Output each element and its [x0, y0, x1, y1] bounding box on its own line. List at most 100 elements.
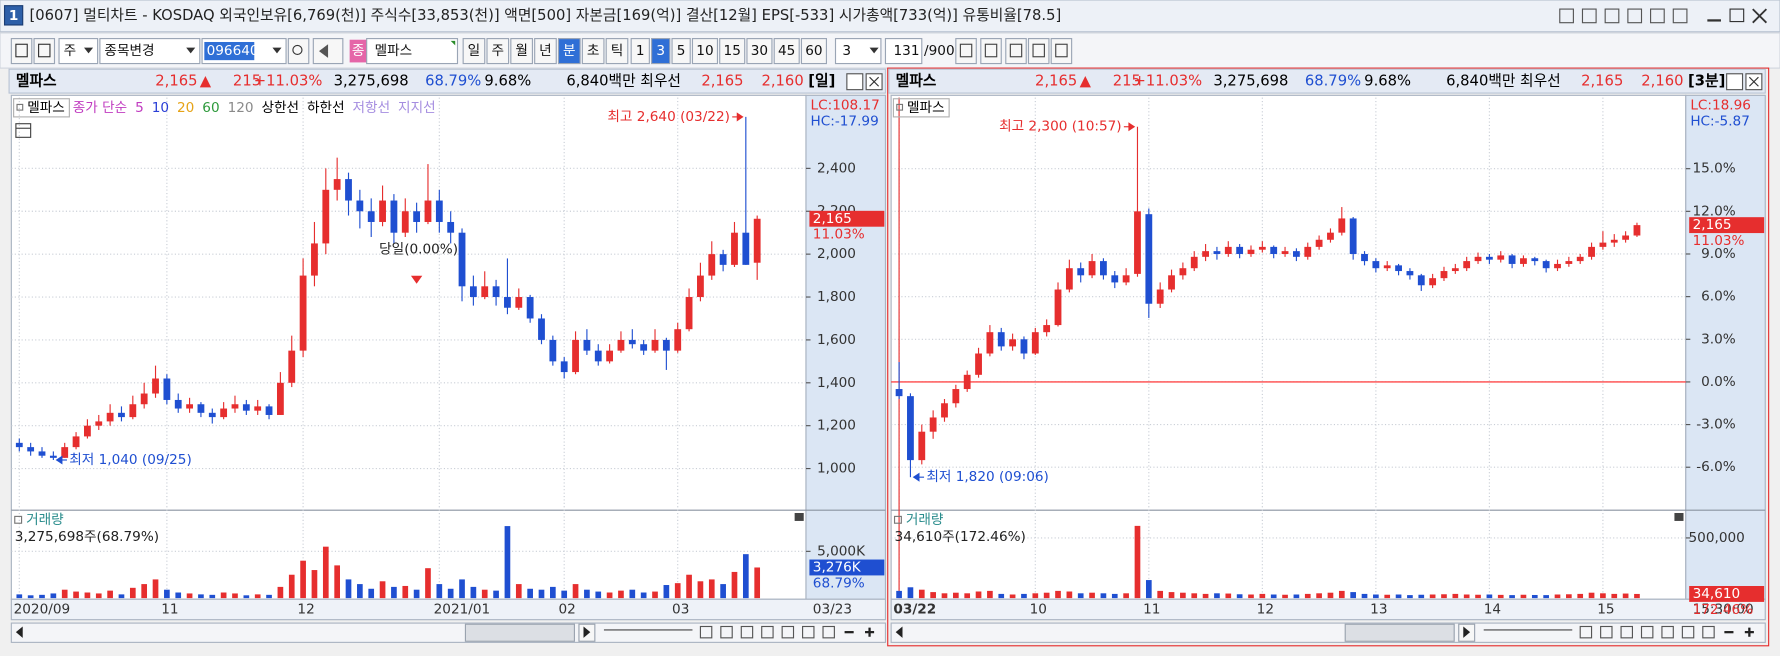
- tool-icon[interactable]: [720, 625, 733, 639]
- stock-change-select[interactable]: [99, 38, 201, 65]
- scroll-right[interactable]: [583, 626, 591, 638]
- maximize-button[interactable]: [1729, 8, 1745, 23]
- period-label[interactable]: 분: [563, 43, 576, 59]
- period-button[interactable]: [581, 38, 605, 65]
- zoom-in[interactable]: [865, 627, 875, 637]
- tool-icon[interactable]: [699, 625, 713, 639]
- interval-label[interactable]: 10: [696, 43, 713, 59]
- scroll-left[interactable]: [895, 626, 903, 638]
- period-label[interactable]: 틱: [611, 43, 624, 59]
- tool-icon[interactable]: [1681, 625, 1695, 639]
- interval-label[interactable]: 60: [805, 43, 822, 59]
- window-tool-button[interactable]: [1650, 8, 1665, 24]
- interval-button[interactable]: [746, 38, 773, 65]
- tool-icon[interactable]: [822, 625, 835, 639]
- chart-tool-button[interactable]: [980, 38, 1002, 65]
- interval-button[interactable]: [671, 38, 691, 65]
- tool-icon[interactable]: [1579, 625, 1593, 639]
- interval-label[interactable]: 3: [656, 43, 665, 59]
- legend-item[interactable]: 상한선: [262, 100, 300, 116]
- interval-label[interactable]: 30: [751, 43, 768, 59]
- tool-icon[interactable]: [740, 625, 754, 639]
- period-button[interactable]: [534, 38, 557, 65]
- count-input[interactable]: [884, 38, 923, 65]
- tool-icon[interactable]: [1640, 625, 1654, 639]
- interval-label[interactable]: 15: [724, 43, 741, 59]
- scroll-left[interactable]: [15, 626, 23, 638]
- window-tool-button[interactable]: [1672, 8, 1688, 24]
- dropdown-arrow[interactable]: [84, 47, 94, 54]
- legend-item[interactable]: 저항선: [353, 100, 391, 116]
- chart-tool-button[interactable]: [955, 38, 977, 65]
- tool-icon[interactable]: [781, 625, 795, 639]
- candle-body: [504, 297, 511, 308]
- period-button[interactable]: [510, 38, 533, 65]
- legend-item[interactable]: 지지선: [398, 100, 436, 116]
- period-button[interactable]: [462, 38, 486, 65]
- panel-maximize-button[interactable]: [1726, 73, 1744, 91]
- period-label[interactable]: 초: [587, 43, 600, 59]
- close-button[interactable]: [1752, 8, 1768, 24]
- period-button[interactable]: [605, 38, 629, 65]
- candle-body: [1111, 275, 1119, 283]
- tool-button[interactable]: [33, 38, 56, 65]
- tool-icon[interactable]: [1620, 625, 1633, 639]
- interval-button[interactable]: [800, 38, 827, 65]
- legend-item[interactable]: 멜파스: [907, 100, 945, 116]
- legend-item[interactable]: 10: [152, 100, 169, 116]
- tool-icon[interactable]: [1661, 625, 1674, 639]
- scroll-right[interactable]: [1463, 626, 1471, 638]
- price-tag: [1689, 217, 1765, 234]
- code[interactable]: 096640: [207, 43, 259, 59]
- count[interactable]: 131: [894, 43, 920, 59]
- legend-item[interactable]: 종가 단순: [73, 100, 127, 116]
- tool-icon[interactable]: [761, 625, 774, 639]
- interval-button[interactable]: [630, 38, 650, 65]
- interval-button[interactable]: [691, 38, 719, 65]
- interval-button[interactable]: [773, 38, 800, 65]
- interval-label[interactable]: 45: [778, 43, 795, 59]
- low-arrowhead: [55, 455, 63, 465]
- dropdown-arrow[interactable]: [869, 47, 879, 54]
- chart-tool-button[interactable]: [1027, 38, 1050, 65]
- tool-icon[interactable]: [1702, 625, 1715, 639]
- period-button[interactable]: [486, 38, 510, 65]
- name: 멜파스: [375, 43, 413, 59]
- window-tool-button[interactable]: [1604, 8, 1620, 24]
- search-button[interactable]: [287, 38, 310, 65]
- interval-label[interactable]: 5: [677, 43, 686, 59]
- volume-bar: [1600, 593, 1606, 599]
- zoom-in[interactable]: [1744, 627, 1754, 637]
- scroll-thumb[interactable]: [1344, 623, 1455, 642]
- period-label[interactable]: 년: [539, 43, 552, 59]
- dropdown-arrow[interactable]: [272, 47, 282, 54]
- legend-item[interactable]: 5: [135, 100, 144, 116]
- legend-item[interactable]: 하한선: [307, 100, 345, 116]
- interval-button[interactable]: [651, 38, 671, 65]
- period-label[interactable]: 월: [515, 43, 528, 59]
- tool-button[interactable]: [10, 38, 33, 65]
- panel-maximize-button[interactable]: [846, 73, 864, 91]
- legend-item[interactable]: 멜파스: [27, 100, 65, 116]
- dropdown-arrow[interactable]: [186, 47, 196, 54]
- period-label[interactable]: 주: [492, 43, 505, 59]
- interval-button[interactable]: [719, 38, 746, 65]
- window-tool-button[interactable]: [1581, 8, 1597, 24]
- stock-type-select[interactable]: [58, 38, 99, 65]
- window-tool-button[interactable]: [1627, 8, 1643, 24]
- period-button[interactable]: [557, 38, 581, 65]
- name-input[interactable]: [366, 38, 459, 65]
- volume-bar: [1157, 590, 1164, 599]
- legend-item[interactable]: 20: [177, 100, 194, 116]
- tool-icon[interactable]: [1600, 625, 1613, 639]
- legend-item[interactable]: 60: [202, 100, 219, 116]
- chart-tool-button[interactable]: [1050, 38, 1073, 65]
- tool-icon[interactable]: [802, 625, 815, 639]
- scroll-thumb[interactable]: [464, 623, 575, 642]
- day-annotation: 당일(0.00%): [379, 242, 458, 258]
- window-tool-button[interactable]: [1559, 8, 1574, 24]
- legend-item[interactable]: 120: [228, 100, 254, 116]
- period-label[interactable]: 일: [468, 43, 481, 59]
- chart-tool-button[interactable]: [1005, 38, 1027, 65]
- interval-label[interactable]: 1: [636, 43, 645, 59]
